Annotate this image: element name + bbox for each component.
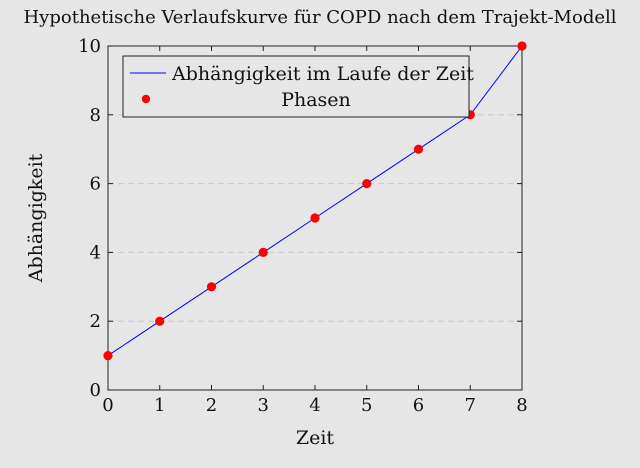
phase-point — [310, 213, 320, 223]
phase-point — [103, 351, 113, 361]
x-tick-label: 2 — [206, 395, 217, 416]
y-tick-label: 2 — [90, 311, 101, 332]
x-tick-label: 7 — [465, 395, 476, 416]
x-tick-label: 6 — [413, 395, 424, 416]
series-layer — [103, 41, 527, 361]
legend-label-line: Abhängigkeit im Laufe der Zeit — [171, 63, 474, 85]
phase-point — [155, 316, 165, 326]
y-tick-label: 0 — [90, 380, 101, 401]
legend-marker-swatch — [141, 94, 151, 104]
x-tick-label: 5 — [361, 395, 372, 416]
x-tick-label: 0 — [102, 395, 113, 416]
phase-point — [258, 247, 268, 257]
phase-point — [517, 41, 527, 51]
y-tick-label: 6 — [90, 174, 101, 195]
y-axis-label: Abhängigkeit — [25, 153, 47, 283]
legend-box — [122, 55, 470, 118]
x-tick-label: 4 — [309, 395, 320, 416]
phase-point — [206, 282, 217, 292]
y-tick-label: 4 — [90, 242, 101, 263]
chart-title: Hypothetische Verlaufskurve für COPD nac… — [23, 7, 616, 28]
y-tick-label: 10 — [78, 36, 101, 57]
phase-point — [413, 144, 424, 154]
x-axis-label: Zeit — [296, 427, 335, 449]
y-tick-label: 8 — [90, 105, 101, 126]
legend-label-phases: Phasen — [281, 89, 351, 111]
x-tick-label: 3 — [258, 395, 269, 416]
x-tick-label: 1 — [154, 395, 165, 416]
phase-point — [362, 179, 372, 189]
legend: Abhängigkeit im Laufe der Zeit Phasen — [122, 55, 474, 118]
x-tick-label: 8 — [516, 395, 527, 416]
tick-labels: 0 2 4 6 8 10 0 1 2 3 4 5 6 7 8 — [78, 36, 528, 416]
